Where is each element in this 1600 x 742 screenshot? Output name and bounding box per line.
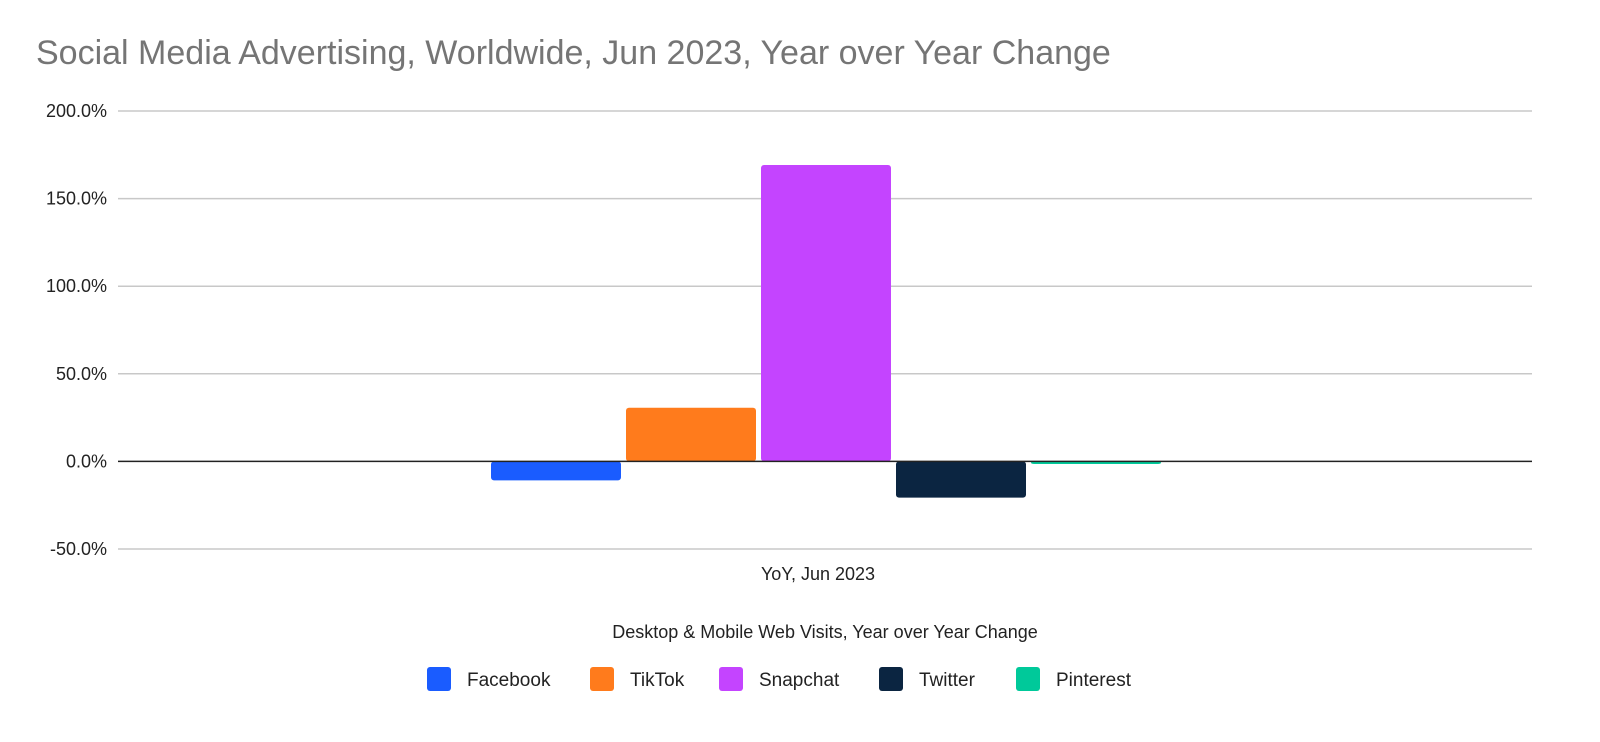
legend-label-tiktok: TikTok [630, 670, 685, 691]
legend-swatch-pinterest [1016, 667, 1040, 691]
legend-swatch-facebook [427, 667, 451, 691]
bar-twitter [896, 461, 1026, 498]
legend-swatch-twitter [879, 667, 903, 691]
legend-label-snapchat: Snapchat [759, 670, 840, 691]
y-tick-label: 50.0% [56, 364, 107, 384]
legend-swatch-snapchat [719, 667, 743, 691]
y-tick-label: 100.0% [46, 276, 107, 296]
legend-label-twitter: Twitter [919, 670, 976, 691]
legend-swatch-tiktok [590, 667, 614, 691]
chart-title: Social Media Advertising, Worldwide, Jun… [36, 34, 1111, 72]
y-tick-label: 150.0% [46, 189, 107, 209]
bar-snapchat [761, 164, 891, 462]
x-axis-title: Desktop & Mobile Web Visits, Year over Y… [612, 622, 1038, 642]
bar-facebook [491, 461, 621, 481]
bar-tiktok [626, 407, 756, 462]
y-tick-label: 0.0% [66, 451, 107, 471]
x-tick-label: YoY, Jun 2023 [761, 564, 875, 584]
legend-label-facebook: Facebook [467, 670, 551, 691]
y-tick-label: -50.0% [50, 539, 107, 559]
legend-label-pinterest: Pinterest [1056, 670, 1132, 691]
y-tick-label: 200.0% [46, 101, 107, 121]
